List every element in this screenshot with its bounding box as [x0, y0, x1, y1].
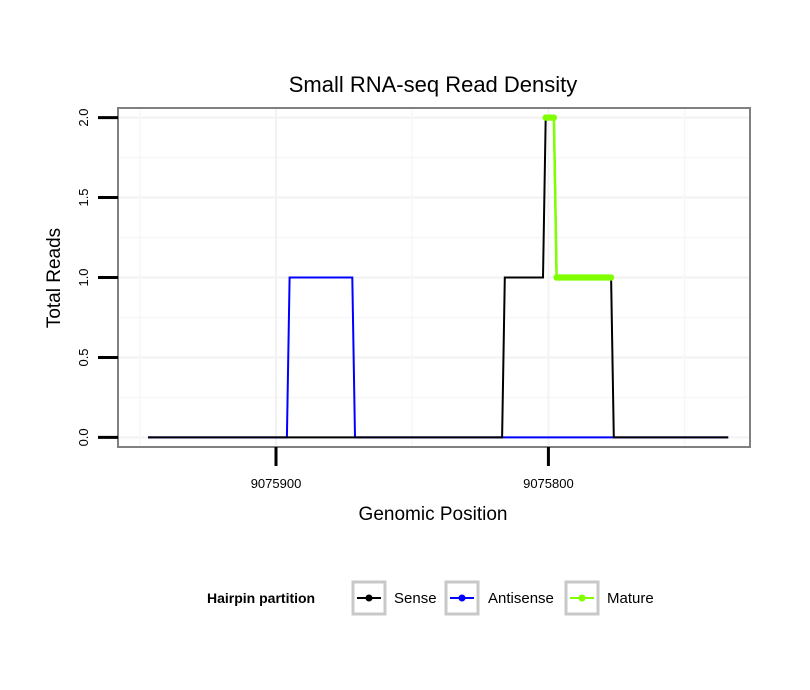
legend-label-antisense: Antisense: [488, 590, 554, 607]
plot-area: [117, 107, 751, 448]
series-layer: [148, 114, 729, 439]
grid-lines: [118, 108, 750, 447]
legend-title: Hairpin partition: [207, 590, 315, 606]
series-point-mature: [607, 274, 615, 281]
y-tick-label-1: 0.5: [76, 348, 91, 366]
legend-marker-sense: [365, 594, 373, 602]
y-tick-label-4: 2.0: [76, 109, 91, 127]
legend-marker-antisense: [458, 594, 466, 602]
y-tick-label-3: 1.5: [76, 188, 91, 206]
legend-label-sense: Sense: [394, 590, 437, 607]
chart-title: Small RNA-seq Read Density: [289, 72, 578, 97]
series-point-mature: [550, 114, 558, 121]
x-tick-label-1: 9075800: [523, 476, 574, 491]
legend-marker-mature: [578, 594, 586, 602]
y-tick-label-2: 1.0: [76, 268, 91, 286]
x-axis-label: Genomic Position: [359, 504, 508, 525]
y-axis-label: Total Reads: [44, 228, 65, 328]
legend-label-mature: Mature: [607, 590, 654, 607]
y-tick-label-0: 0.0: [76, 428, 91, 446]
x-tick-label-0: 9075900: [251, 476, 302, 491]
legend: Hairpin partition Sense Antisense Mature: [207, 580, 654, 616]
x-axis: 9075900 9075800: [251, 447, 574, 491]
y-axis: 0.0 0.5 1.0 1.5 2.0: [76, 109, 118, 446]
